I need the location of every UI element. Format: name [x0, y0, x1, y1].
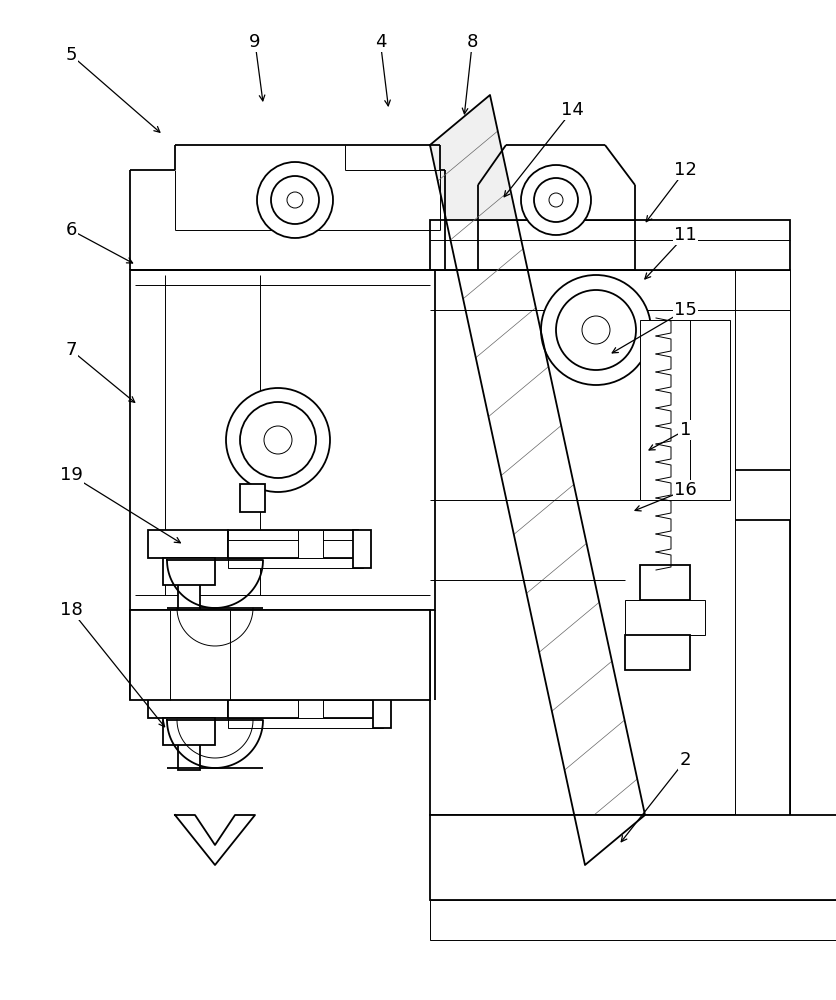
Text: 6: 6: [65, 221, 77, 239]
Text: 9: 9: [249, 33, 261, 51]
Text: 2: 2: [680, 751, 691, 769]
Bar: [430, 270, 790, 815]
Text: 14: 14: [561, 101, 584, 119]
Text: 19: 19: [59, 466, 83, 484]
Text: 4: 4: [375, 33, 386, 51]
Bar: [228, 690, 378, 718]
Circle shape: [521, 165, 591, 235]
Bar: [228, 718, 383, 728]
Bar: [228, 690, 383, 700]
Text: 11: 11: [674, 226, 697, 244]
Circle shape: [240, 402, 316, 478]
Bar: [353, 530, 371, 568]
Bar: [298, 530, 323, 558]
Bar: [130, 610, 430, 700]
Polygon shape: [430, 95, 645, 865]
Bar: [228, 558, 363, 568]
Circle shape: [582, 316, 610, 344]
Circle shape: [226, 388, 330, 492]
Polygon shape: [175, 815, 255, 865]
Bar: [178, 558, 200, 610]
Circle shape: [271, 176, 319, 224]
Bar: [625, 600, 705, 635]
Bar: [178, 718, 200, 770]
Polygon shape: [167, 720, 263, 768]
Bar: [430, 220, 790, 270]
Circle shape: [534, 178, 578, 222]
Bar: [130, 270, 435, 610]
Text: 18: 18: [59, 601, 83, 619]
Text: 8: 8: [466, 33, 478, 51]
Text: 7: 7: [65, 341, 77, 359]
Bar: [640, 565, 690, 600]
Text: 12: 12: [674, 161, 697, 179]
Circle shape: [257, 162, 333, 238]
Polygon shape: [167, 560, 263, 608]
Bar: [430, 900, 836, 940]
Text: 15: 15: [674, 301, 697, 319]
Bar: [373, 690, 391, 728]
Bar: [640, 320, 730, 500]
Bar: [625, 635, 690, 670]
Circle shape: [541, 275, 651, 385]
Bar: [298, 690, 323, 718]
Circle shape: [549, 193, 563, 207]
Circle shape: [556, 290, 636, 370]
Circle shape: [264, 426, 292, 454]
Bar: [228, 530, 358, 558]
Bar: [735, 270, 790, 815]
Bar: [148, 690, 228, 718]
Bar: [430, 815, 836, 900]
Bar: [163, 558, 215, 585]
Bar: [163, 718, 215, 745]
Circle shape: [287, 192, 303, 208]
Bar: [228, 530, 363, 540]
Text: 5: 5: [65, 46, 77, 64]
Text: 1: 1: [680, 421, 691, 439]
Text: 16: 16: [674, 481, 697, 499]
Bar: [240, 484, 265, 512]
Bar: [148, 530, 228, 558]
